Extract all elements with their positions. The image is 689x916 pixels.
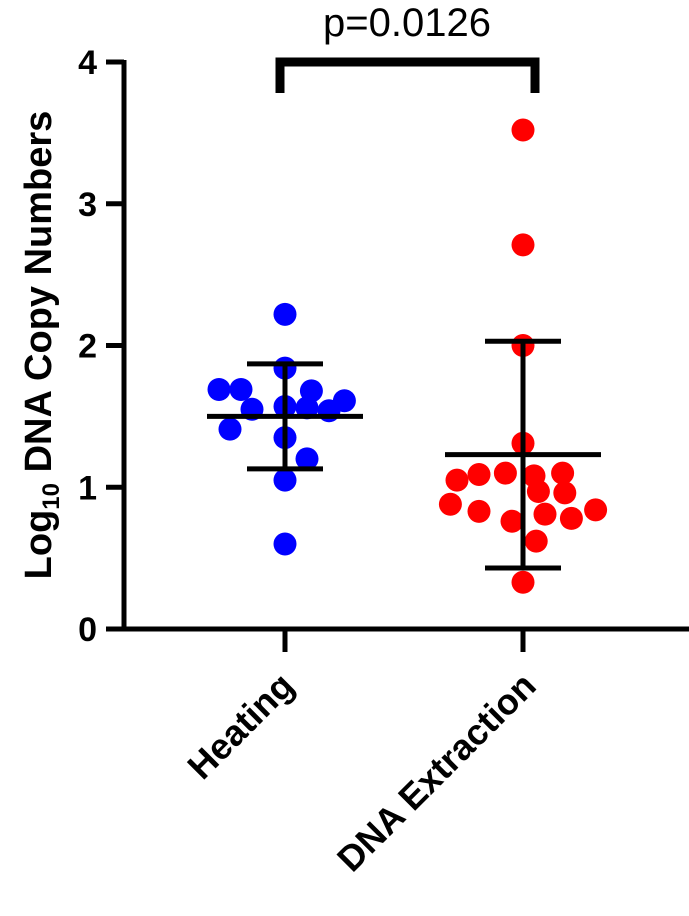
point-1-4 — [445, 468, 469, 492]
y-tick-label-2: 2 — [78, 328, 97, 366]
p-value-label: p=0.0126 — [323, 1, 491, 45]
y-tick-label-0: 0 — [78, 611, 97, 649]
point-1-18 — [511, 570, 535, 594]
y-ticks: 0 1 2 3 4 — [78, 44, 124, 649]
y-axis-title-subscript: 10 — [38, 483, 65, 510]
point-1-8 — [551, 461, 575, 485]
point-0-2 — [207, 377, 231, 401]
y-axis-title-log: Log — [18, 510, 60, 580]
point-0-13 — [273, 468, 297, 492]
point-1-12 — [467, 499, 491, 523]
y-tick-label-1: 1 — [78, 469, 97, 507]
category-label-heating: Heating — [179, 665, 301, 787]
point-1-0 — [511, 118, 535, 142]
y-tick-label-3: 3 — [78, 186, 97, 224]
y-axis-title: Log10 DNA Copy Numbers — [18, 111, 65, 580]
point-0-12 — [295, 447, 319, 471]
point-0-14 — [273, 532, 297, 556]
point-1-15 — [559, 506, 583, 530]
category-label-dna-extraction: DNA Extraction — [329, 665, 544, 880]
point-0-10 — [218, 417, 242, 441]
point-1-5 — [467, 462, 491, 486]
data-points — [207, 118, 608, 594]
point-1-9 — [526, 480, 550, 504]
point-1-16 — [584, 498, 608, 522]
y-axis-title-rest: DNA Copy Numbers — [18, 111, 60, 483]
point-1-11 — [438, 492, 462, 516]
y-tick-label-4: 4 — [78, 44, 97, 82]
point-1-1 — [511, 233, 535, 257]
point-1-14 — [533, 502, 557, 526]
significance-bracket — [275, 57, 540, 93]
error-bars — [207, 338, 601, 571]
point-1-17 — [524, 529, 548, 553]
point-1-13 — [500, 509, 524, 533]
point-0-8 — [295, 396, 319, 420]
point-1-6 — [493, 461, 517, 485]
point-0-3 — [229, 377, 253, 401]
x-ticks — [282, 629, 526, 652]
point-1-10 — [553, 481, 577, 505]
point-0-0 — [273, 302, 297, 326]
